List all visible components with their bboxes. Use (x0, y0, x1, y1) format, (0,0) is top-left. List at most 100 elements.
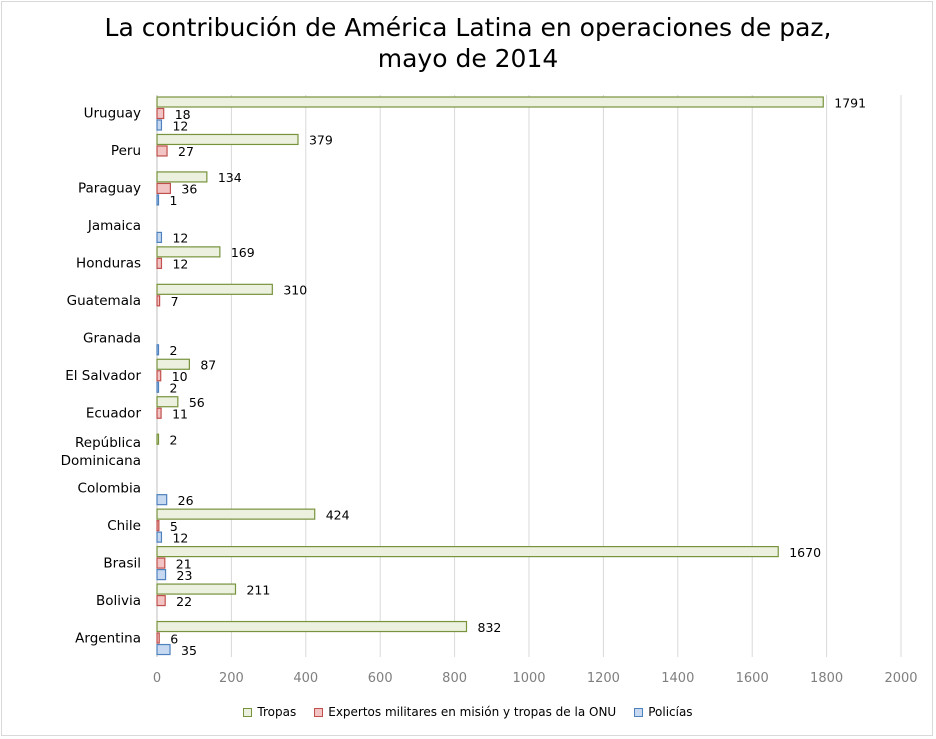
category-label: Bolivia (96, 593, 141, 609)
category-label: Uruguay (84, 106, 141, 122)
x-tick-label: 1800 (810, 671, 843, 686)
chart-title-line-1: La contribución de América Latina en ope… (104, 13, 832, 42)
bar (156, 557, 166, 569)
data-label: 211 (246, 582, 270, 597)
bar (156, 620, 468, 633)
category-label: Peru (111, 143, 141, 159)
bar (156, 133, 299, 146)
bar (156, 370, 162, 382)
data-label: 22 (176, 594, 192, 609)
legend-item: Expertos militares en misión y tropas de… (314, 705, 616, 719)
bar (156, 283, 273, 295)
legend-label: Policías (648, 705, 693, 719)
bar (156, 583, 237, 595)
bar (156, 246, 221, 258)
data-label: 379 (309, 133, 333, 148)
data-label: 12 (172, 530, 188, 545)
data-label: 6 (170, 631, 178, 646)
data-label: 832 (478, 620, 502, 635)
data-label: 1670 (789, 545, 821, 560)
legend-swatch (243, 708, 253, 717)
data-label: 169 (231, 245, 255, 260)
bars-layer (156, 96, 824, 656)
category-label: Brasil (103, 555, 141, 571)
data-label: 18 (175, 107, 191, 122)
data-label: 27 (178, 144, 194, 159)
x-tick-label: 0 (153, 671, 161, 686)
legend: Tropas Expertos militares en misión y tro… (0, 705, 936, 719)
category-label: Guatemala (67, 293, 141, 309)
category-label: El Salvador (65, 368, 141, 384)
x-tick-label: 1000 (512, 671, 545, 686)
data-label: 36 (181, 182, 197, 197)
data-label: 35 (181, 643, 197, 658)
data-label: 11 (172, 406, 188, 421)
category-label: Granada (83, 331, 141, 347)
category-label: Chile (107, 518, 141, 534)
category-label: República (75, 435, 141, 451)
bar (156, 107, 165, 120)
labels-layer: 0 200 400 600 800 1000 1200 1400 1600 1800 2000 Uru… (61, 95, 918, 686)
grid-layer (156, 95, 902, 657)
legend-label: Expertos militares en misión y tropas de… (328, 705, 617, 719)
bar (156, 643, 171, 656)
bar (156, 407, 162, 419)
data-label: 134 (218, 170, 242, 185)
bar (156, 632, 160, 644)
category-label: Paraguay (78, 181, 141, 197)
x-tick-label: 1600 (736, 671, 769, 686)
data-label: 56 (189, 395, 205, 410)
bar (156, 381, 160, 393)
x-tick-label: 200 (219, 671, 244, 686)
category-label: Argentina (75, 630, 141, 646)
bar (156, 531, 163, 543)
bar (156, 433, 160, 445)
data-label: 5 (170, 519, 178, 534)
bar (156, 119, 163, 131)
bar (156, 231, 163, 243)
bar (156, 545, 779, 558)
x-tick-label: 2000 (884, 671, 917, 686)
bar (156, 396, 179, 408)
bar (156, 257, 163, 269)
bar (156, 568, 167, 581)
data-label: 2 (170, 432, 178, 447)
category-label: Jamaica (87, 218, 141, 234)
bar (156, 194, 160, 206)
bar (156, 145, 168, 157)
bar (156, 344, 160, 356)
x-tick-label: 800 (442, 671, 467, 686)
bar (156, 358, 190, 370)
data-label: 26 (178, 493, 194, 508)
x-tick-label: 1400 (661, 671, 694, 686)
data-label: 12 (172, 231, 188, 246)
category-label: Colombia (78, 480, 141, 496)
bar (156, 182, 171, 195)
category-label: Honduras (76, 256, 141, 272)
data-label: 10 (172, 369, 188, 384)
legend-swatch (314, 708, 324, 717)
legend-item: Policías (634, 705, 693, 719)
chart-title: La contribución de América Latina en ope… (0, 12, 936, 74)
data-label: 424 (326, 507, 350, 522)
x-tick-label: 1200 (587, 671, 620, 686)
legend-label: Tropas (257, 705, 297, 719)
bar (156, 171, 208, 183)
category-label: Ecuador (86, 405, 142, 421)
bar (156, 594, 166, 607)
x-tick-label: 400 (293, 671, 318, 686)
data-label: 12 (172, 257, 188, 272)
bar (156, 96, 824, 108)
category-label: Dominicana (61, 453, 141, 469)
data-label: 23 (177, 568, 193, 583)
data-label: 2 (170, 343, 178, 358)
legend-item: Tropas (243, 705, 296, 719)
bar (156, 494, 168, 506)
data-label: 21 (176, 556, 192, 571)
data-label: 87 (200, 358, 216, 373)
data-label: 1 (170, 193, 178, 208)
bar (156, 295, 161, 307)
legend-swatch (634, 708, 644, 717)
